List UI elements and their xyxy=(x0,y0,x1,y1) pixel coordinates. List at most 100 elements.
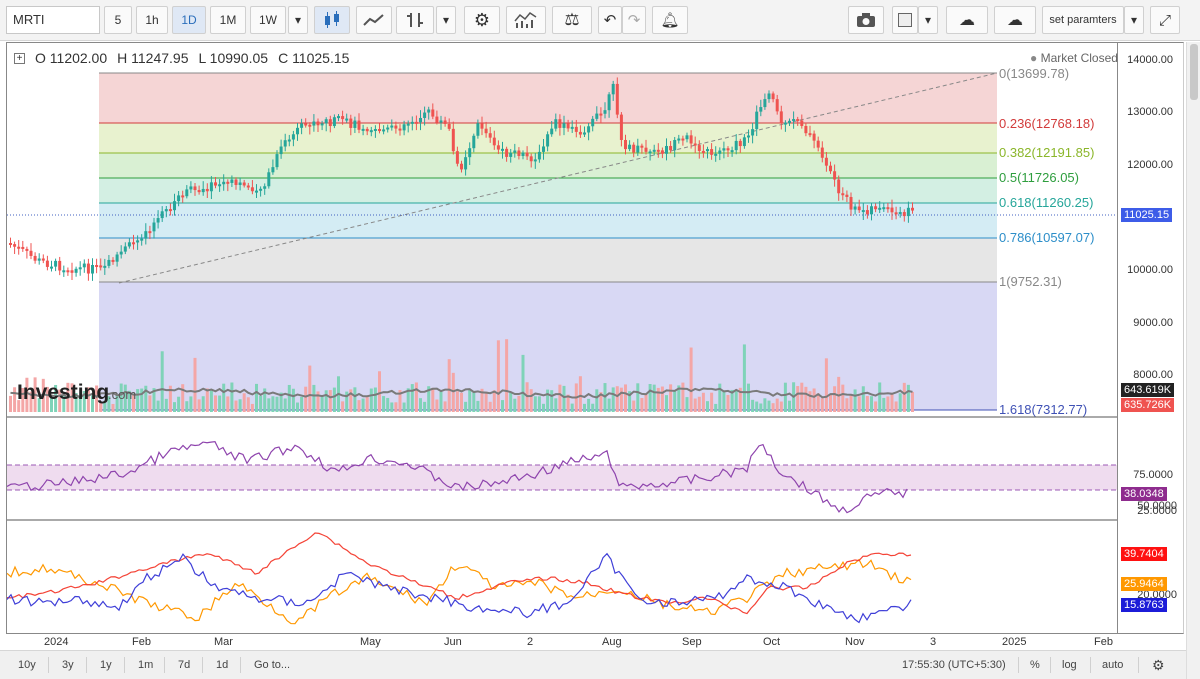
volume-bar xyxy=(755,401,759,412)
volume-bar xyxy=(414,382,418,412)
x-tick: Feb xyxy=(1094,636,1113,648)
candle-body xyxy=(751,129,755,136)
interval-dropdown-button[interactable]: ▾ xyxy=(288,6,308,34)
candles-button[interactable] xyxy=(314,6,350,34)
volume-bar xyxy=(857,396,861,412)
volume-bar xyxy=(558,384,562,412)
volume-bar xyxy=(902,382,906,412)
range-3y[interactable]: 3y xyxy=(62,659,74,671)
auto-scale-toggle[interactable]: auto xyxy=(1102,659,1124,671)
chart-canvas[interactable]: Investing .com xyxy=(7,43,1118,634)
chart-settings-gear-icon[interactable]: ⚙ xyxy=(1152,657,1165,673)
volume-bar xyxy=(849,394,853,412)
indicators-button[interactable] xyxy=(506,6,546,34)
goto-button[interactable]: Go to... xyxy=(254,659,291,671)
candle-body xyxy=(849,196,853,210)
line-chart-icon xyxy=(363,14,384,26)
candle-body xyxy=(738,140,742,147)
cloud-load-button[interactable]: ☁ xyxy=(946,6,988,34)
interval-1d[interactable]: 1D xyxy=(172,6,206,34)
compare-button[interactable]: ⚖ xyxy=(552,6,592,34)
candle-body xyxy=(808,133,812,136)
candle-body xyxy=(554,119,558,129)
redo-button[interactable]: ↷ xyxy=(622,6,646,34)
percent-scale-toggle[interactable]: % xyxy=(1030,659,1040,671)
log-scale-toggle[interactable]: log xyxy=(1062,659,1077,671)
range-1y[interactable]: 1y xyxy=(100,659,112,671)
volume-bar xyxy=(853,389,857,412)
volume-bar xyxy=(587,398,591,412)
params-dropdown-button[interactable]: ▾ xyxy=(1124,6,1144,34)
candle-body xyxy=(845,194,849,197)
set-parameters-button[interactable]: set paramters xyxy=(1042,6,1124,34)
volume-bar xyxy=(537,396,541,412)
undo-button[interactable]: ↶ xyxy=(598,6,622,34)
candle-body xyxy=(833,171,837,180)
collapse-toggle-icon[interactable]: + xyxy=(14,52,25,64)
candle-body xyxy=(345,118,349,121)
candle-body xyxy=(488,133,492,138)
bottom-toolbar: 10y 3y 1y 1m 7d 1d Go to... 17:55:30 (UT… xyxy=(0,650,1186,679)
range-1d[interactable]: 1d xyxy=(216,659,229,671)
volume-bar xyxy=(123,384,127,412)
volume-bar xyxy=(324,390,328,412)
candle-body xyxy=(107,259,111,266)
volume-bar xyxy=(513,398,517,412)
candle-body xyxy=(369,130,373,133)
range-1m[interactable]: 1m xyxy=(138,659,154,671)
candle-body xyxy=(894,212,898,215)
volume-bar xyxy=(669,384,673,412)
volume-bar xyxy=(353,387,357,412)
symbol-input[interactable]: MRTI xyxy=(6,6,100,34)
clock-time[interactable]: 17:55:30 (UTC+5:30) xyxy=(902,659,1006,671)
candle-body xyxy=(66,270,70,273)
volume-bar xyxy=(197,399,201,412)
scrollbar-thumb[interactable] xyxy=(1190,44,1198,100)
volume-bar xyxy=(492,390,496,412)
fullscreen-button[interactable]: ⤢ xyxy=(1150,6,1180,34)
candle-body xyxy=(103,265,107,268)
candle-body xyxy=(779,111,783,124)
volume-bar xyxy=(222,383,226,412)
screenshot-button[interactable] xyxy=(848,6,884,34)
candle-body xyxy=(410,121,414,124)
vertical-scrollbar[interactable] xyxy=(1186,42,1200,679)
price-axis[interactable]: 14000.00 13000.00 12000.00 10000.00 9000… xyxy=(1118,42,1184,634)
candle-body xyxy=(759,107,763,112)
range-10y[interactable]: 10y xyxy=(18,659,36,671)
candle-body xyxy=(603,110,607,114)
bar-chart-button[interactable] xyxy=(396,6,434,34)
candle-body xyxy=(714,153,718,156)
candle-body xyxy=(607,94,611,111)
volume-bar xyxy=(386,397,390,412)
volume-bar xyxy=(394,402,398,412)
template-dropdown-button[interactable]: ▾ xyxy=(918,6,938,34)
template-button[interactable] xyxy=(892,6,918,34)
line-chart-button[interactable] xyxy=(356,6,392,34)
fib-trendline[interactable] xyxy=(118,72,998,284)
alert-button[interactable]: 🔔︎ xyxy=(652,6,688,34)
volume-bar xyxy=(45,386,49,412)
interval-1m[interactable]: 1M xyxy=(210,6,246,34)
cloud-save-button[interactable]: ☁ xyxy=(994,6,1036,34)
candle-body xyxy=(824,157,828,166)
candle-body xyxy=(197,190,201,193)
candle-body xyxy=(558,119,562,128)
fib-band xyxy=(99,282,997,410)
candle-body xyxy=(21,246,25,249)
settings-button[interactable]: ⚙ xyxy=(464,6,500,34)
range-7d[interactable]: 7d xyxy=(178,659,191,671)
interval-5[interactable]: 5 xyxy=(104,6,132,34)
chevron-down-icon: ▾ xyxy=(294,13,302,27)
chart-type-dropdown-button[interactable]: ▾ xyxy=(436,6,456,34)
volume-bar xyxy=(214,395,217,412)
candle-body xyxy=(365,128,369,132)
square-icon xyxy=(898,13,912,27)
candle-body xyxy=(484,128,488,134)
interval-1h[interactable]: 1h xyxy=(136,6,168,34)
interval-1w[interactable]: 1W xyxy=(250,6,286,34)
chart-area[interactable]: Investing .com xyxy=(6,42,1118,634)
candle-body xyxy=(804,125,808,134)
volume-bar xyxy=(218,395,222,412)
fibonacci-retracement[interactable] xyxy=(99,72,997,411)
